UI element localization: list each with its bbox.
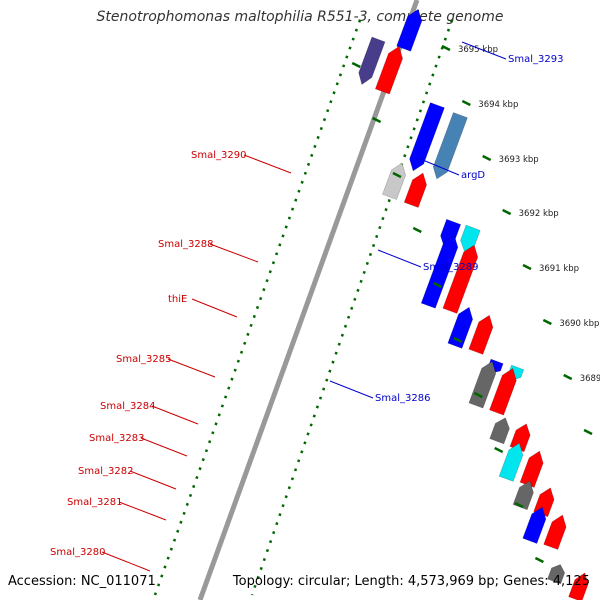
forward-label-connector [129, 470, 177, 490]
reverse-label-connector [377, 249, 422, 268]
forward-label-connector [243, 154, 292, 174]
gene-arrow-3282 [512, 480, 534, 511]
gene-arrow-3280-red [568, 572, 589, 600]
gene-arrow-3285 [468, 360, 497, 409]
reverse-gene-label: Smal_3293 [508, 54, 563, 65]
forward-gene-label: Smal_3288 [158, 239, 213, 250]
forward-label-connector [209, 243, 259, 263]
minor-tick-mark [494, 446, 504, 454]
kbp-tick-mark [522, 263, 532, 271]
kbp-tick-mark [441, 44, 451, 52]
kbp-tick-mark [482, 154, 492, 162]
gene-arrow-argD-a [409, 102, 445, 172]
minor-tick-mark [392, 171, 402, 179]
kbp-tick-label: 3691 kbp [539, 264, 579, 274]
gene-arrow-3284 [489, 417, 510, 445]
minor-tick-mark [412, 226, 422, 234]
gene-arrow-3280 [547, 564, 566, 585]
kbp-tick-label: 3690 kbp [559, 319, 599, 329]
reverse-label-connector [461, 41, 507, 60]
minor-tick-mark [372, 116, 382, 124]
gene-arrow-3283-red [519, 450, 544, 488]
accession-text: Accession: NC_011071 [8, 574, 156, 589]
gene-arrow-3292 [358, 36, 386, 85]
gene-arrow-3284-red [509, 423, 531, 453]
reverse-gene-label: Smal_3286 [375, 393, 430, 404]
forward-label-connector [101, 551, 151, 572]
genome-summary: Topology: circular; Length: 4,573,969 bp… [232, 574, 590, 589]
kbp-tick-mark [563, 373, 573, 381]
minor-tick-mark [351, 61, 361, 69]
kbp-tick-mark [461, 99, 471, 107]
kbp-tick-mark [542, 318, 552, 326]
gene-arrow-3285-red [489, 367, 517, 416]
minor-tick-mark [534, 556, 544, 564]
gene-arrow-3291 [374, 46, 403, 95]
gene-arrow-3281-red [543, 514, 567, 550]
gene-arrow-3283 [498, 442, 524, 482]
gene-arrow-3293 [396, 8, 423, 52]
minor-tick-mark [473, 391, 483, 399]
kbp-tick-mark [583, 428, 593, 436]
reverse-gene-label: argD [461, 170, 485, 181]
gene-arrow-3288-red [442, 244, 479, 314]
kbp-tick-label: 3693 kbp [499, 155, 539, 165]
forward-gene-label: Smal_3281 [67, 497, 122, 508]
kbp-tick-label: 3692 kbp [519, 209, 559, 219]
genome-backbone [197, 0, 420, 600]
gene-arrow-3288 [420, 234, 459, 309]
outer-dotted-track [250, 19, 454, 596]
forward-gene-label: Smal_3284 [100, 401, 155, 412]
forward-gene-label: Smal_3290 [191, 150, 246, 161]
minor-tick-mark [433, 281, 443, 289]
forward-label-connector [191, 298, 238, 318]
forward-gene-label: thiE [168, 294, 187, 305]
forward-gene-label: Smal_3282 [78, 466, 133, 477]
gene-arrow-3281 [522, 506, 547, 544]
forward-label-connector [118, 501, 167, 521]
gene-arrow-argD [432, 112, 468, 180]
minor-tick-mark [514, 501, 524, 509]
gene-arrow-3290 [403, 172, 427, 208]
forward-label-connector [140, 437, 188, 457]
inner-dotted-track [153, 19, 362, 596]
forward-label-connector [167, 358, 216, 378]
forward-label-connector [151, 405, 199, 425]
forward-gene-label: Smal_3283 [89, 433, 144, 444]
gene-arrow-thiE-red [468, 314, 494, 355]
genome-title: Stenotrophomonas maltophilia R551-3, com… [96, 9, 504, 25]
reverse-label-connector [417, 157, 460, 176]
minor-tick-mark [453, 336, 463, 344]
kbp-tick-label: 3695 kbp [458, 45, 498, 55]
forward-gene-label: Smal_3280 [50, 547, 105, 558]
reverse-gene-label: Smal_3289 [423, 262, 478, 273]
forward-gene-label: Smal_3285 [116, 354, 171, 365]
gene-arrow-3290-gray [382, 162, 406, 200]
kbp-tick-label: 3694 kbp [478, 100, 518, 110]
kbp-tick-label: 3689 kbp [580, 374, 600, 384]
reverse-label-connector [329, 380, 374, 399]
kbp-tick-mark [502, 208, 512, 216]
